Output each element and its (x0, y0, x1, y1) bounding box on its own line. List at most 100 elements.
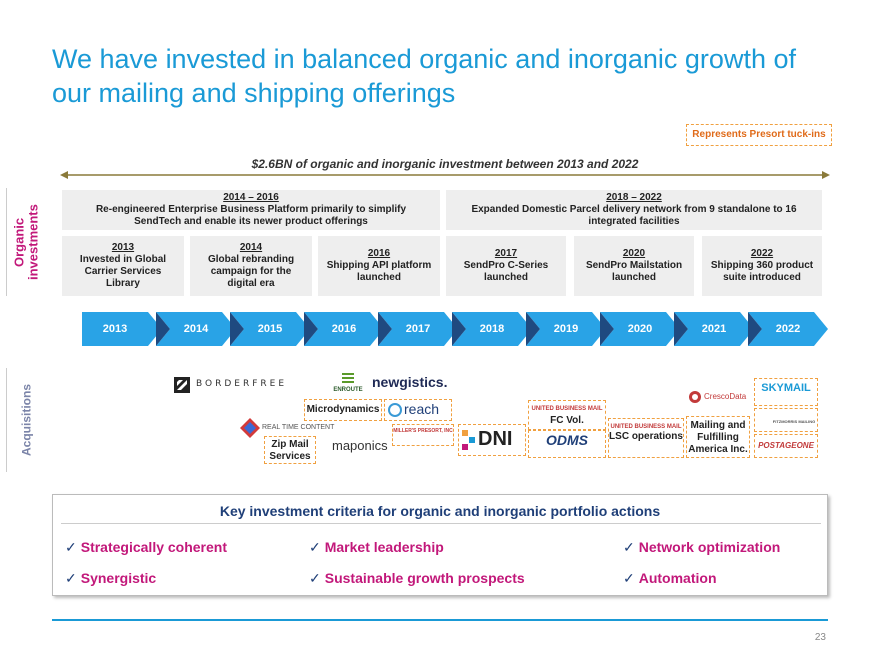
dni-logo: DNI (462, 427, 524, 453)
timeline-year-label: 2022 (775, 323, 801, 335)
ubm-lsc-tuckin (608, 418, 684, 458)
postageone-wordmark: POSTAGEONE (758, 441, 814, 450)
timeline-chevron (600, 312, 680, 346)
dni-wordmark: DNI (478, 428, 513, 450)
microdynamics-label: Microdynamics (306, 404, 380, 415)
criterion-item: ✓ Automation (623, 570, 717, 587)
organic-item-box: 2016 Shipping API platform launched (318, 236, 440, 296)
checkmark-icon: ✓ (65, 570, 77, 586)
organic-range-box-2: 2018 – 2022 Expanded Domestic Parcel del… (446, 190, 822, 230)
timeline-chevron (526, 312, 606, 346)
organic-item-text: SendPro Mailstation launched (585, 260, 683, 283)
skymail-tuckin (754, 378, 818, 406)
organic-item-box: 2013 Invested in Global Carrier Services… (62, 236, 184, 296)
borderfree-logo: BORDERFREE (174, 376, 284, 394)
organic-range-text: Expanded Domestic Parcel delivery networ… (471, 204, 797, 227)
criteria-panel: Key investment criteria for organic and … (52, 494, 828, 596)
fitzmorris-tuckin (754, 408, 818, 432)
organic-range-text: Re-engineered Enterprise Business Platfo… (95, 204, 407, 227)
checkmark-icon: ✓ (65, 539, 77, 555)
microdynamics-tuckin (304, 399, 382, 421)
organic-item-year: 2013 (111, 242, 135, 253)
checkmark-icon: ✓ (623, 539, 635, 555)
timeline-chevron (304, 312, 384, 346)
timeline-year-label: 2017 (405, 323, 431, 335)
criterion-text: Sustainable growth prospects (324, 570, 525, 586)
realtimecontent-wordmark: REAL TIME CONTENT (262, 424, 335, 431)
maponics-wordmark: maponics (332, 438, 388, 453)
reach-mark-icon (388, 403, 402, 417)
crescodata-wordmark: CrescoData (704, 392, 747, 401)
crescodata-mark-icon (689, 391, 701, 403)
criterion-text: Strategically coherent (80, 539, 228, 555)
millers-tuckin (392, 424, 454, 446)
organic-item-year: 2016 (367, 248, 391, 259)
side-label-organic: Organic investments (6, 188, 46, 296)
timeline-year-label: 2021 (701, 323, 727, 335)
reach-tuckin (384, 399, 452, 421)
timeline-chevron (674, 312, 754, 346)
criterion-text: Market leadership (324, 539, 444, 555)
organic-range-years: 2014 – 2016 (223, 192, 279, 203)
odms-tuckin (528, 430, 606, 458)
criteria-divider (61, 523, 821, 524)
odms-logo: ODMS (532, 432, 602, 456)
criterion-text: Network optimization (638, 539, 781, 555)
ubm-fcvol-tuckin (528, 400, 606, 430)
timeline: 2013 2014 2015 2016 2017 2018 2019 2020 2021 2022 (82, 308, 832, 350)
checkmark-icon: ✓ (309, 539, 321, 555)
criterion-item: ✓ Market leadership (309, 539, 444, 556)
checkmark-icon: ✓ (623, 570, 635, 586)
organic-range-box-1: 2014 – 2016 Re-engineered Enterprise Bus… (62, 190, 440, 230)
odms-wordmark: ODMS (546, 432, 588, 448)
timeline-year-label: 2018 (479, 323, 505, 335)
organic-item-year: 2017 (494, 248, 518, 259)
crescodata-logo: CrescoData (688, 388, 750, 406)
organic-item-text: Shipping 360 product suite introduced (710, 260, 814, 283)
organic-item-year: 2014 (239, 242, 263, 253)
timeline-year-label: 2016 (331, 323, 357, 335)
reach-logo: reach (388, 401, 452, 419)
enroute-wordmark: ENROUTE (333, 387, 363, 393)
footer-divider (52, 619, 828, 621)
millers-label: MILLER'S PRESORT, INC (393, 428, 453, 434)
timeline-chevron (378, 312, 458, 346)
investment-span-label: $2.6BN of organic and inorganic investme… (251, 157, 639, 171)
organic-item-box: 2014 Global rebranding campaign for the … (190, 236, 312, 296)
organic-item-text: Shipping API platform launched (326, 260, 432, 283)
side-label-acquisitions: Acquisitions (6, 368, 46, 472)
criterion-item: ✓ Sustainable growth prospects (309, 570, 525, 587)
mfa-label: Mailing and Fulfilling America Inc. (688, 420, 748, 455)
timeline-year-label: 2013 (102, 323, 128, 335)
dni-mark-icon (462, 430, 475, 450)
criterion-text: Synergistic (80, 570, 157, 586)
borderfree-wordmark: BORDERFREE (196, 379, 288, 389)
lsc-label: LSC operations (609, 431, 683, 442)
timeline-chevron (156, 312, 236, 346)
page-number: 23 (814, 632, 826, 643)
criteria-title: Key investment criteria for organic and … (219, 503, 661, 519)
investment-span-arrow (60, 171, 830, 179)
enroute-mark-icon (342, 373, 354, 383)
criterion-text: Automation (638, 570, 717, 586)
ubm-wordmark: UNITED BUSINESS MAIL (610, 424, 682, 430)
organic-item-text: SendPro C-Series launched (463, 260, 549, 283)
realtimecontent-mark-icon (240, 418, 260, 438)
timeline-chevron (748, 312, 828, 346)
criterion-item: ✓ Strategically coherent (65, 539, 227, 556)
realtimecontent-logo: REAL TIME CONTENT (240, 418, 340, 440)
organic-item-box: 2022 Shipping 360 product suite introduc… (702, 236, 822, 296)
postageone-tuckin (754, 434, 818, 458)
zipmail-tuckin (264, 436, 316, 464)
skymail-wordmark: SKYMAIL (761, 382, 811, 394)
reach-wordmark: reach (404, 401, 440, 417)
fitzmorris-wordmark: FITZMORRIS MAILING (772, 419, 816, 424)
organic-item-box: 2017 SendPro C-Series launched (446, 236, 566, 296)
zipmail-label: Zip Mail Services (269, 439, 311, 462)
dni-tuckin (458, 424, 526, 456)
ubm-wordmark: UNITED BUSINESS MAIL (531, 406, 603, 412)
enroute-logo: ENROUTE (330, 372, 366, 398)
criterion-item: ✓ Network optimization (623, 539, 780, 556)
mfa-tuckin (686, 416, 750, 458)
fcvol-label: FC Vol. (550, 415, 584, 426)
